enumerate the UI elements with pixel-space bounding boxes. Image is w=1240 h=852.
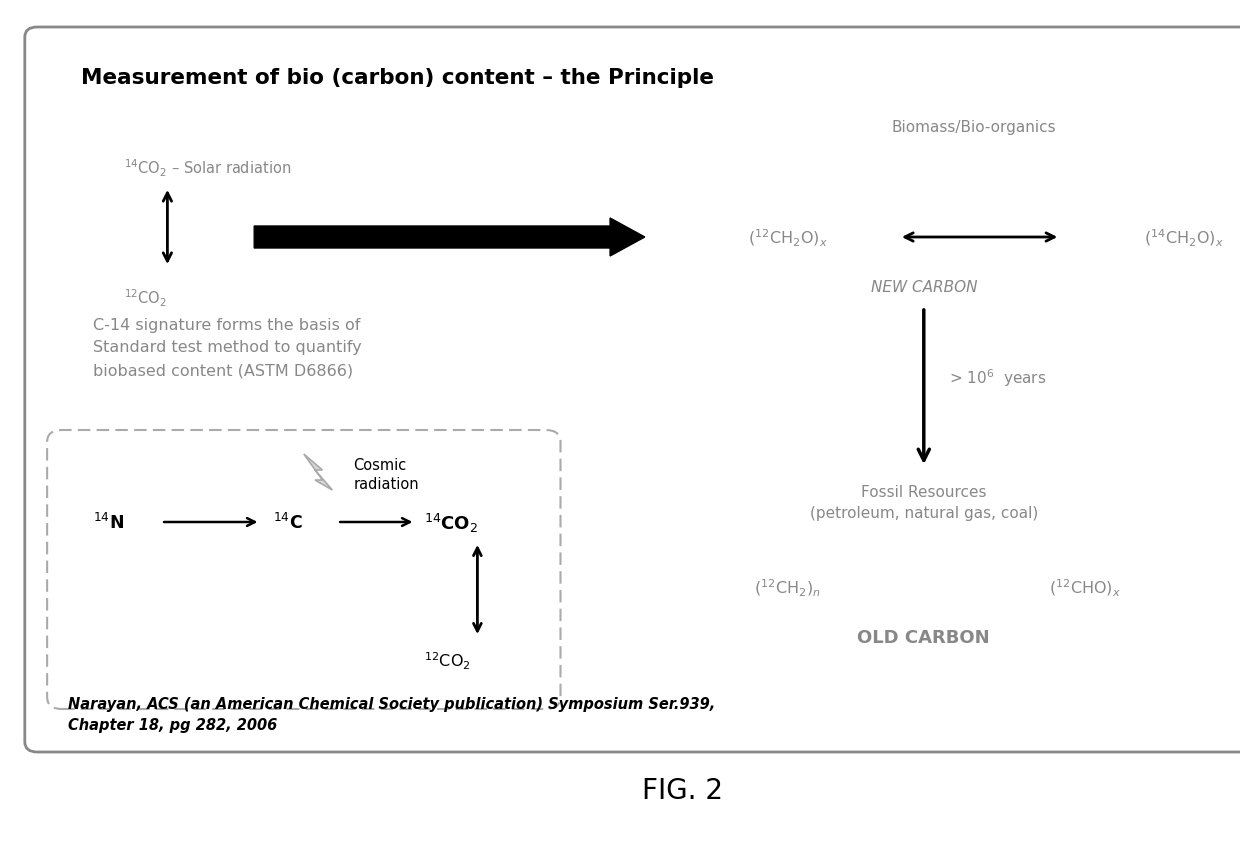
Text: Measurement of bio (carbon) content – the Principle: Measurement of bio (carbon) content – th… bbox=[81, 68, 713, 88]
Text: NEW CARBON: NEW CARBON bbox=[870, 280, 977, 295]
Text: Biomass/Bio-organics: Biomass/Bio-organics bbox=[892, 120, 1055, 135]
Text: ($^{12}$CH$_2$O)$_x$: ($^{12}$CH$_2$O)$_x$ bbox=[748, 227, 827, 248]
Text: C-14 signature forms the basis of
Standard test method to quantify
biobased cont: C-14 signature forms the basis of Standa… bbox=[93, 317, 362, 377]
Text: > 10$^6$  years: > 10$^6$ years bbox=[949, 366, 1047, 389]
Text: $^{14}$C: $^{14}$C bbox=[273, 512, 303, 532]
Text: ($^{12}$CHO)$_x$: ($^{12}$CHO)$_x$ bbox=[1049, 577, 1121, 598]
Text: $^{14}$CO$_2$ – Solar radiation: $^{14}$CO$_2$ – Solar radiation bbox=[124, 157, 291, 178]
Text: ($^{12}$CH$_2$)$_n$: ($^{12}$CH$_2$)$_n$ bbox=[754, 577, 821, 598]
Text: $^{12}$CO$_2$: $^{12}$CO$_2$ bbox=[124, 287, 167, 308]
Text: OLD CARBON: OLD CARBON bbox=[858, 628, 990, 646]
Polygon shape bbox=[304, 454, 332, 491]
Text: $^{12}$CO$_2$: $^{12}$CO$_2$ bbox=[424, 649, 471, 671]
Text: $^{14}$CO$_2$: $^{14}$CO$_2$ bbox=[424, 511, 479, 534]
FancyArrow shape bbox=[254, 219, 645, 256]
Text: Narayan, ACS (an American Chemical Society publication) Symposium Ser.939,
Chapt: Narayan, ACS (an American Chemical Socie… bbox=[68, 696, 715, 733]
Text: $^{14}$N: $^{14}$N bbox=[93, 512, 124, 532]
FancyBboxPatch shape bbox=[47, 430, 560, 709]
Text: Cosmic
radiation: Cosmic radiation bbox=[353, 457, 419, 492]
Text: Fossil Resources
(petroleum, natural gas, coal): Fossil Resources (petroleum, natural gas… bbox=[810, 485, 1038, 521]
FancyBboxPatch shape bbox=[25, 28, 1240, 752]
Text: ($^{14}$CH$_2$O)$_x$: ($^{14}$CH$_2$O)$_x$ bbox=[1145, 227, 1224, 248]
Text: FIG. 2: FIG. 2 bbox=[641, 776, 723, 804]
